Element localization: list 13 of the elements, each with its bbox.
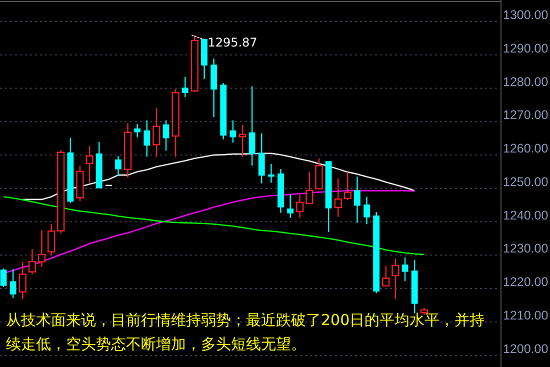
annotation: 1295.87 (208, 35, 258, 50)
y-tick-label: 1220.00 (503, 275, 548, 290)
y-tick-label: 1260.00 (503, 142, 548, 156)
annotation: 从技术面来说，目前行情维持弱势；最近跌破了200日的平均水平，并持续走低，空头势态不断增加，多头短线无望。 (6, 310, 486, 355)
y-tick-label: 1200.00 (503, 342, 548, 356)
y-tick-label: 1290.00 (503, 41, 548, 56)
y-tick-label: 1270.00 (503, 108, 548, 122)
y-tick-label: 1280.00 (503, 74, 548, 89)
y-tick-label: 1240.00 (503, 208, 548, 222)
y-tick-label: 1300.00 (503, 8, 548, 22)
y-tick-label: 1250.00 (503, 174, 548, 189)
y-tick-label: 1210.00 (503, 308, 548, 322)
y-tick-label: 1230.00 (503, 242, 548, 256)
